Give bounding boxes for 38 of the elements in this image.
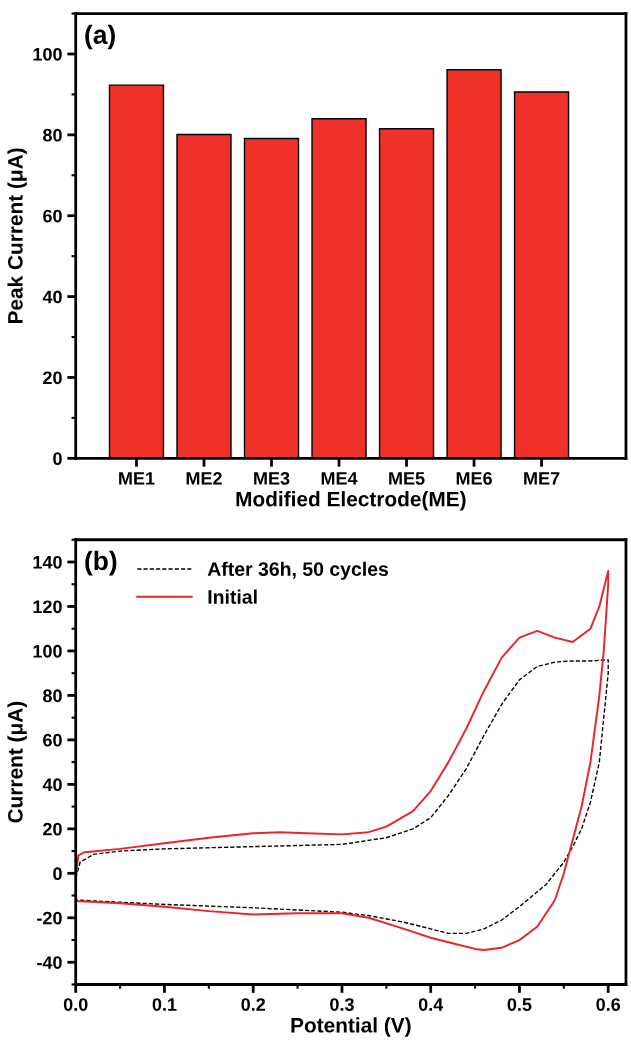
x-tick-label: 0.0 xyxy=(63,998,88,1011)
x-tick-label: ME7 xyxy=(524,472,560,485)
x-tick-label: ME1 xyxy=(119,472,155,485)
y-tick-label: 80 xyxy=(43,689,62,703)
x-axis-title: Potential (V) xyxy=(291,1017,411,1037)
y-tick-label: 20 xyxy=(43,822,62,836)
chart-title: (b) xyxy=(85,550,117,576)
x-tick-label: ME3 xyxy=(254,471,290,485)
x-tick-label: ME2 xyxy=(186,471,222,485)
y-tick-label: 80 xyxy=(43,128,62,142)
y-tick-label: 0 xyxy=(53,452,62,466)
chart-title: (a) xyxy=(85,24,115,50)
x-tick-label: 0.5 xyxy=(507,998,532,1011)
y-tick-label: 100 xyxy=(33,644,62,658)
y-tick-label: 120 xyxy=(33,600,62,614)
y-tick-label: 40 xyxy=(42,290,62,304)
y-tick-label: 0 xyxy=(53,867,62,881)
y-tick-label: -40 xyxy=(37,956,62,969)
legend-label: Initial xyxy=(208,589,257,604)
y-axis-title: Peak Current (μA) xyxy=(7,148,27,324)
x-tick-label: 0.3 xyxy=(330,998,354,1011)
x-tick-label: ME6 xyxy=(456,471,492,485)
x-tick-label: ME4 xyxy=(321,472,358,485)
x-tick-label: 0.1 xyxy=(152,998,177,1011)
x-axis-title: Modified Electrode(ME) xyxy=(236,491,466,511)
x-tick-label: 0.2 xyxy=(241,998,266,1011)
x-tick-label: 0.4 xyxy=(418,998,444,1011)
y-tick-label: 20 xyxy=(43,371,62,385)
x-tick-label: ME5 xyxy=(389,472,425,485)
y-tick-label: 100 xyxy=(33,47,62,61)
y-tick-label: 60 xyxy=(43,209,62,223)
y-tick-label: 40 xyxy=(42,778,62,792)
y-axis-title: Current (μA) xyxy=(7,701,27,823)
y-tick-label: -20 xyxy=(37,911,62,925)
legend-label: After 36h, 50 cycles xyxy=(207,561,389,580)
y-tick-label: 140 xyxy=(33,555,62,569)
x-tick-label: 0.6 xyxy=(596,998,621,1011)
y-tick-label: 60 xyxy=(43,733,62,747)
